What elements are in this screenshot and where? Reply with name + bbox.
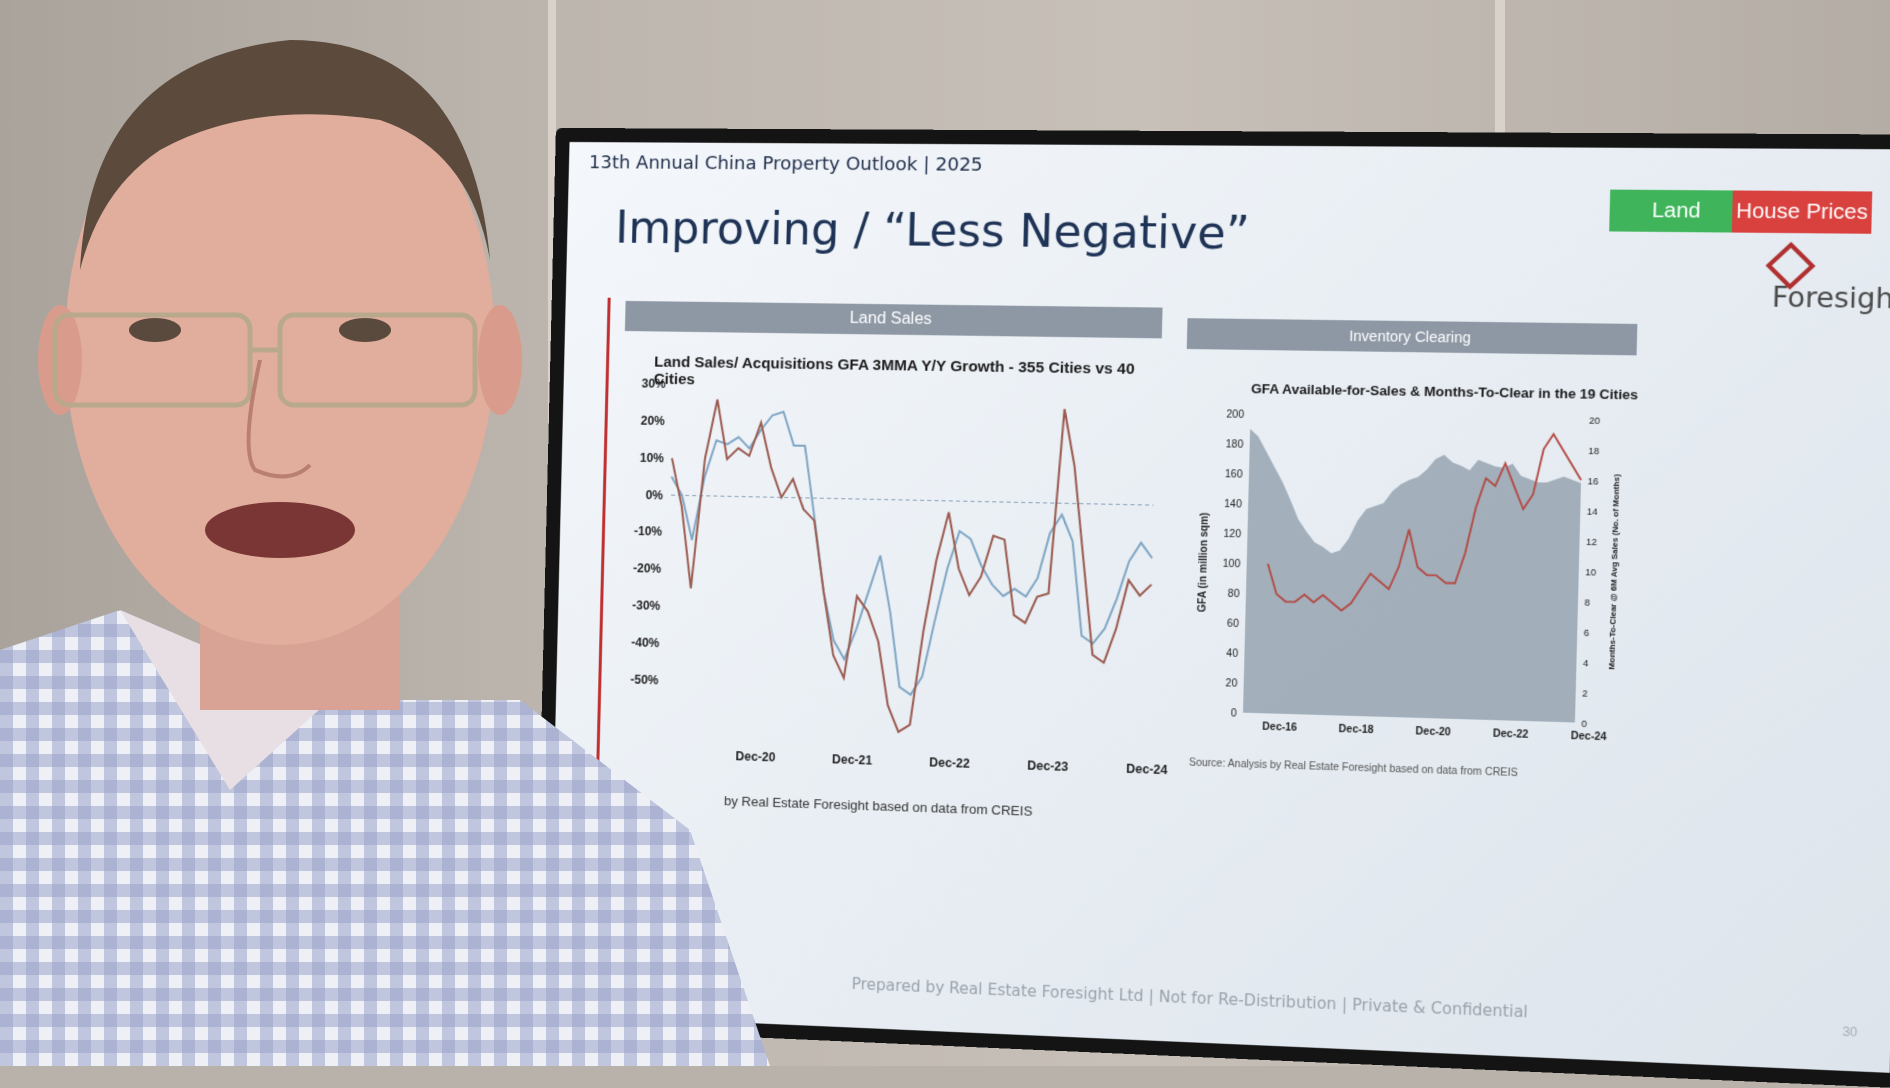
y-tick-label: 60 (1227, 618, 1239, 630)
y2-axis-label: Months-To-Clear @ 6M Avg Sales (No. of M… (1607, 474, 1622, 670)
y-tick-label: 100 (1223, 559, 1241, 571)
y2-tick-label: 10 (1585, 567, 1596, 578)
y-axis-label: GFA (in million sqm) (1197, 512, 1211, 612)
y-tick-label: 160 (1225, 469, 1243, 481)
x-tick-label: Dec-21 (832, 752, 873, 768)
inventory-chart: GFA Available-for-Sales & Months-To-Clea… (1179, 361, 1650, 766)
y2-tick-label: 20 (1589, 415, 1600, 426)
x-tick-label: Dec-20 (1415, 726, 1451, 739)
tab-house-prices: House Prices (1732, 190, 1873, 233)
y-tick-label: 20 (1225, 678, 1237, 690)
y-tick-label: 120 (1223, 529, 1241, 541)
gfa-area (1243, 429, 1582, 723)
y2-tick-label: 4 (1583, 658, 1589, 669)
y-tick-label: 140 (1224, 499, 1242, 511)
y2-tick-label: 2 (1582, 688, 1588, 699)
tab-land: Land (1609, 190, 1744, 233)
y2-tick-label: 6 (1584, 628, 1590, 639)
x-tick-label: Dec-24 (1571, 731, 1607, 744)
y-tick-label: 80 (1228, 589, 1240, 601)
y2-tick-label: 18 (1588, 446, 1599, 457)
inventory-plot: 2001801601401201008060402002018161412108… (1179, 361, 1650, 766)
x-tick-label: Dec-22 (1493, 728, 1529, 741)
y-tick-label: 40 (1226, 648, 1238, 660)
x-tick-label: Dec-18 (1339, 724, 1375, 736)
x-tick-label: Dec-23 (1027, 758, 1069, 774)
right-eye (339, 318, 391, 342)
x-tick-label: Dec-22 (929, 755, 970, 771)
page-number: 30 (1842, 1024, 1857, 1039)
y2-tick-label: 14 (1587, 506, 1598, 517)
left-eye (129, 318, 181, 342)
foresight-logo: Foresight (1772, 249, 1890, 316)
y2-tick-label: 12 (1586, 537, 1597, 548)
y-tick-label: 0 (1231, 708, 1238, 720)
legend-swatch (816, 781, 826, 791)
y2-tick-label: 16 (1587, 476, 1598, 487)
y2-tick-label: 0 (1581, 718, 1587, 729)
y-tick-label: 200 (1226, 409, 1244, 421)
legend-label: 355 Cities (831, 779, 886, 792)
slide-footer: Prepared by Real Estate Foresight Ltd | … (851, 975, 1528, 1022)
x-tick-label: Dec-16 (1262, 721, 1297, 733)
mouth (205, 502, 355, 558)
x-tick-label: Dec-24 (1126, 762, 1168, 778)
y2-tick-label: 8 (1584, 597, 1590, 608)
right-ear (478, 305, 522, 415)
inventory-clearing-header: Inventory Clearing (1187, 318, 1638, 355)
y-tick-label: 180 (1226, 439, 1244, 451)
presenter (0, 0, 780, 1066)
